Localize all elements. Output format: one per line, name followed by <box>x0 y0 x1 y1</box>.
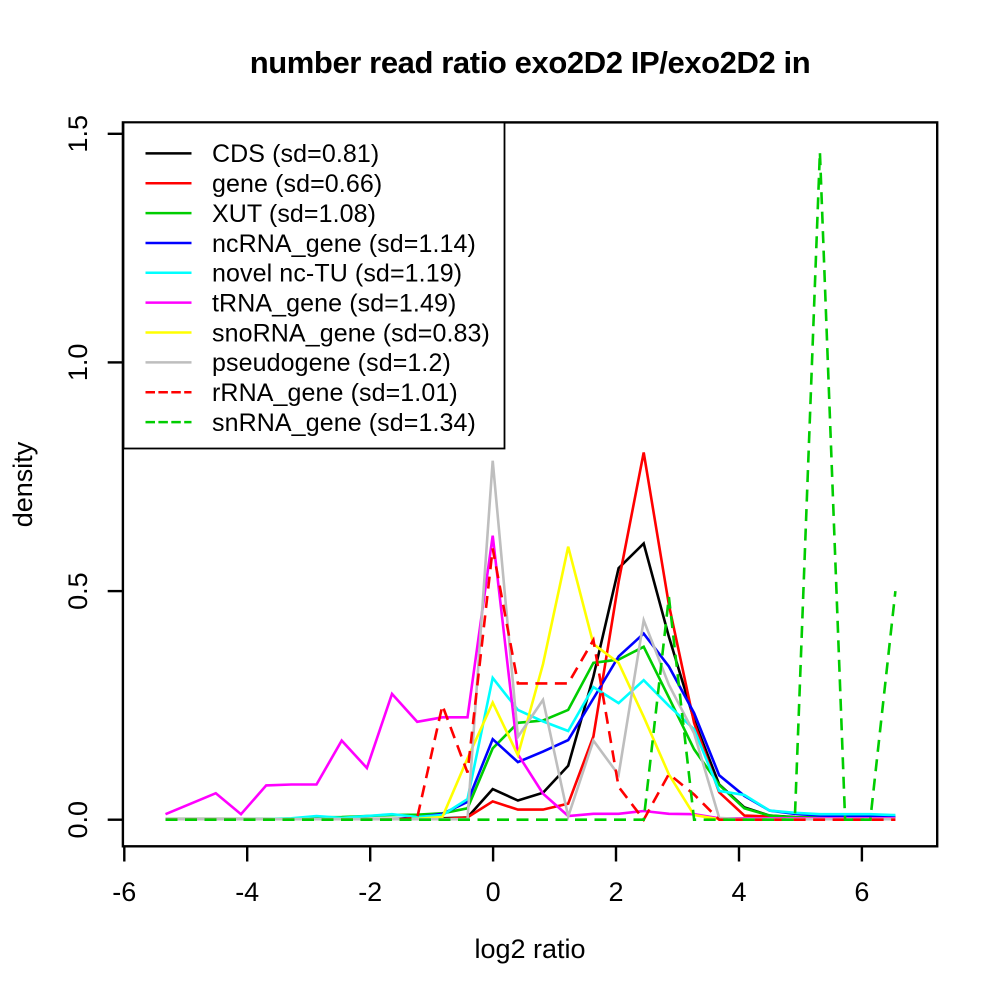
svg-text:0: 0 <box>486 877 501 907</box>
svg-text:ncRNA_gene (sd=1.14): ncRNA_gene (sd=1.14) <box>212 230 476 258</box>
svg-text:4: 4 <box>731 877 746 907</box>
svg-text:number read ratio exo2D2 IP/ex: number read ratio exo2D2 IP/exo2D2 in <box>250 45 811 80</box>
svg-text:CDS (sd=0.81): CDS (sd=0.81) <box>212 140 379 168</box>
svg-text:0.0: 0.0 <box>63 801 93 839</box>
svg-text:snRNA_gene (sd=1.34): snRNA_gene (sd=1.34) <box>212 409 476 437</box>
svg-text:6: 6 <box>854 877 869 907</box>
svg-text:novel nc-TU (sd=1.19): novel nc-TU (sd=1.19) <box>212 260 462 288</box>
svg-text:pseudogene (sd=1.2): pseudogene (sd=1.2) <box>212 349 451 377</box>
svg-text:2: 2 <box>608 877 623 907</box>
svg-text:log2 ratio: log2 ratio <box>474 934 585 964</box>
svg-text:snoRNA_gene (sd=0.83): snoRNA_gene (sd=0.83) <box>212 319 490 347</box>
svg-text:0.5: 0.5 <box>63 572 93 610</box>
svg-text:rRNA_gene (sd=1.01): rRNA_gene (sd=1.01) <box>212 379 458 407</box>
svg-text:XUT (sd=1.08): XUT (sd=1.08) <box>212 200 376 228</box>
svg-text:tRNA_gene (sd=1.49): tRNA_gene (sd=1.49) <box>212 289 456 317</box>
svg-text:-6: -6 <box>112 877 136 907</box>
svg-text:1.5: 1.5 <box>63 115 93 153</box>
svg-text:-4: -4 <box>235 877 259 907</box>
svg-text:1.0: 1.0 <box>63 344 93 382</box>
svg-text:-2: -2 <box>358 877 382 907</box>
svg-text:density: density <box>8 441 38 527</box>
svg-text:gene (sd=0.66): gene (sd=0.66) <box>212 170 382 198</box>
